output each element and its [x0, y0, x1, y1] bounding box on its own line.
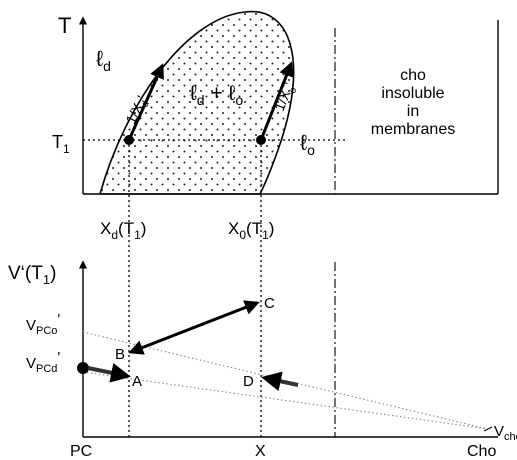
- point-d-label: D: [243, 373, 254, 390]
- vpcd-point: [77, 362, 89, 374]
- svg-text:cho: cho: [400, 67, 426, 84]
- tangent-right-arrow: [259, 61, 294, 141]
- bottom-panel: V‘(T1) VPCo' VPCd' Vcho A B C D PC X Cho: [8, 260, 517, 460]
- vcho-tick: [483, 426, 493, 432]
- coexistence-label: ℓd + ℓo: [190, 82, 243, 108]
- tangent-line-pcd: [82, 371, 489, 430]
- point-a-label: A: [132, 373, 142, 390]
- t1-label: T1: [52, 132, 70, 156]
- vpco-label: VPCo': [26, 311, 60, 337]
- vcho-label: Vcho: [494, 423, 517, 443]
- point-b-label: B: [115, 346, 125, 363]
- xd-t1-label: Xd(T1): [100, 219, 146, 242]
- svg-text:membranes: membranes: [371, 121, 455, 138]
- vpcd-label: VPCd': [26, 349, 60, 375]
- top-y-axis-label: T: [58, 13, 71, 38]
- point-c-label: C: [264, 295, 275, 312]
- arrow-to-a: [87, 362, 131, 383]
- arrow-c-b: [128, 300, 260, 355]
- insoluble-region-label: cho insoluble in membranes: [371, 67, 455, 138]
- bottom-y-axis-label: V‘(T1): [8, 263, 56, 287]
- x-label-pc: PC: [70, 443, 92, 460]
- tangent-left-arrow: [127, 63, 164, 141]
- slope-right-label: 1/Xo': [271, 80, 301, 115]
- x0-t1-label: X0(T1): [228, 219, 274, 242]
- x-label-x: X: [255, 443, 266, 460]
- svg-text:insoluble: insoluble: [381, 85, 444, 102]
- svg-text:in: in: [407, 103, 419, 120]
- coexistence-region: [98, 10, 295, 195]
- ld-phase-label: ℓd: [96, 46, 111, 74]
- arrow-to-d: [261, 371, 299, 392]
- top-panel: T T1 ℓd ℓd + ℓo ℓo 1/Xd' 1/Xo' cho insol…: [52, 10, 499, 195]
- x-label-cho: Cho: [467, 443, 496, 460]
- lo-phase-label: ℓo: [300, 130, 315, 158]
